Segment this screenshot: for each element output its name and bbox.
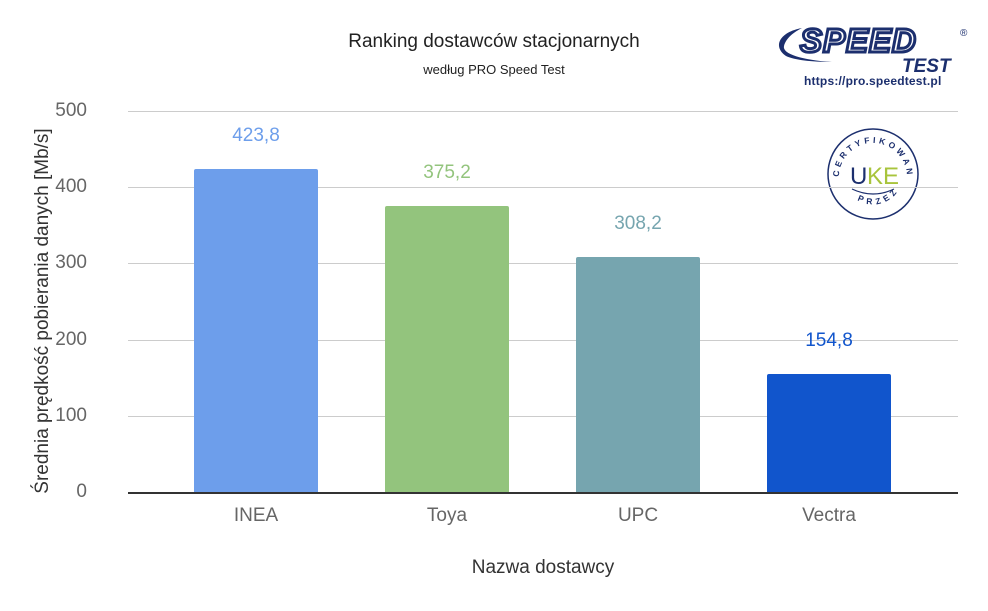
y-tick-label: 0 xyxy=(76,481,87,502)
speedtest-url-link[interactable]: https://pro.speedtest.pl xyxy=(804,74,942,88)
gridline-500 xyxy=(128,111,958,112)
bar-inea[interactable] xyxy=(194,169,318,492)
bar-value-label: 154,8 xyxy=(805,330,853,352)
uke-certified-badge: CERTYFIKOWANE PRZEZ U KE xyxy=(822,119,920,221)
x-tick-label: INEA xyxy=(233,505,279,526)
bar-value-label: 423,8 xyxy=(232,125,280,147)
y-tick-label: 400 xyxy=(55,176,87,197)
svg-text:U: U xyxy=(850,163,867,190)
gridline-100 xyxy=(128,416,958,417)
y-tick-label: 500 xyxy=(55,100,87,121)
chart-title: Ranking dostawców stacjonarnych xyxy=(348,31,640,52)
svg-text:KE: KE xyxy=(867,163,899,190)
speedtest-logo: SPEED TEST ® xyxy=(772,21,977,92)
svg-text:®: ® xyxy=(960,28,968,39)
gridline-400 xyxy=(128,187,958,188)
chart-subtitle: według PRO Speed Test xyxy=(423,62,565,77)
x-axis-line xyxy=(128,492,958,494)
x-axis-label: Nazwa dostawcy xyxy=(471,557,615,578)
svg-text:TEST: TEST xyxy=(902,56,952,77)
plot-area: 500 400 300 200 100 0 423,8 375,2 308,2 … xyxy=(55,100,958,502)
gridline-300 xyxy=(128,263,958,264)
x-tick-label: UPC xyxy=(617,505,659,526)
y-tick-label: 100 xyxy=(55,405,87,426)
y-tick-label: 300 xyxy=(55,252,87,273)
bar-value-label: 375,2 xyxy=(423,162,471,184)
x-tick-label: Toya xyxy=(426,505,468,526)
gridline-200 xyxy=(128,340,958,341)
bar-vectra[interactable] xyxy=(767,374,891,492)
speedtest-logo-icon: SPEED TEST ® xyxy=(779,21,968,77)
x-tick-label: Vectra xyxy=(802,505,856,526)
bar-upc[interactable] xyxy=(576,257,700,492)
bar-toya[interactable] xyxy=(385,206,509,492)
y-tick-label: 200 xyxy=(55,329,87,350)
bar-value-label: 308,2 xyxy=(614,213,662,235)
svg-text:SPEED: SPEED xyxy=(800,22,917,59)
uke-badge-icon: CERTYFIKOWANE PRZEZ U KE xyxy=(822,119,919,220)
